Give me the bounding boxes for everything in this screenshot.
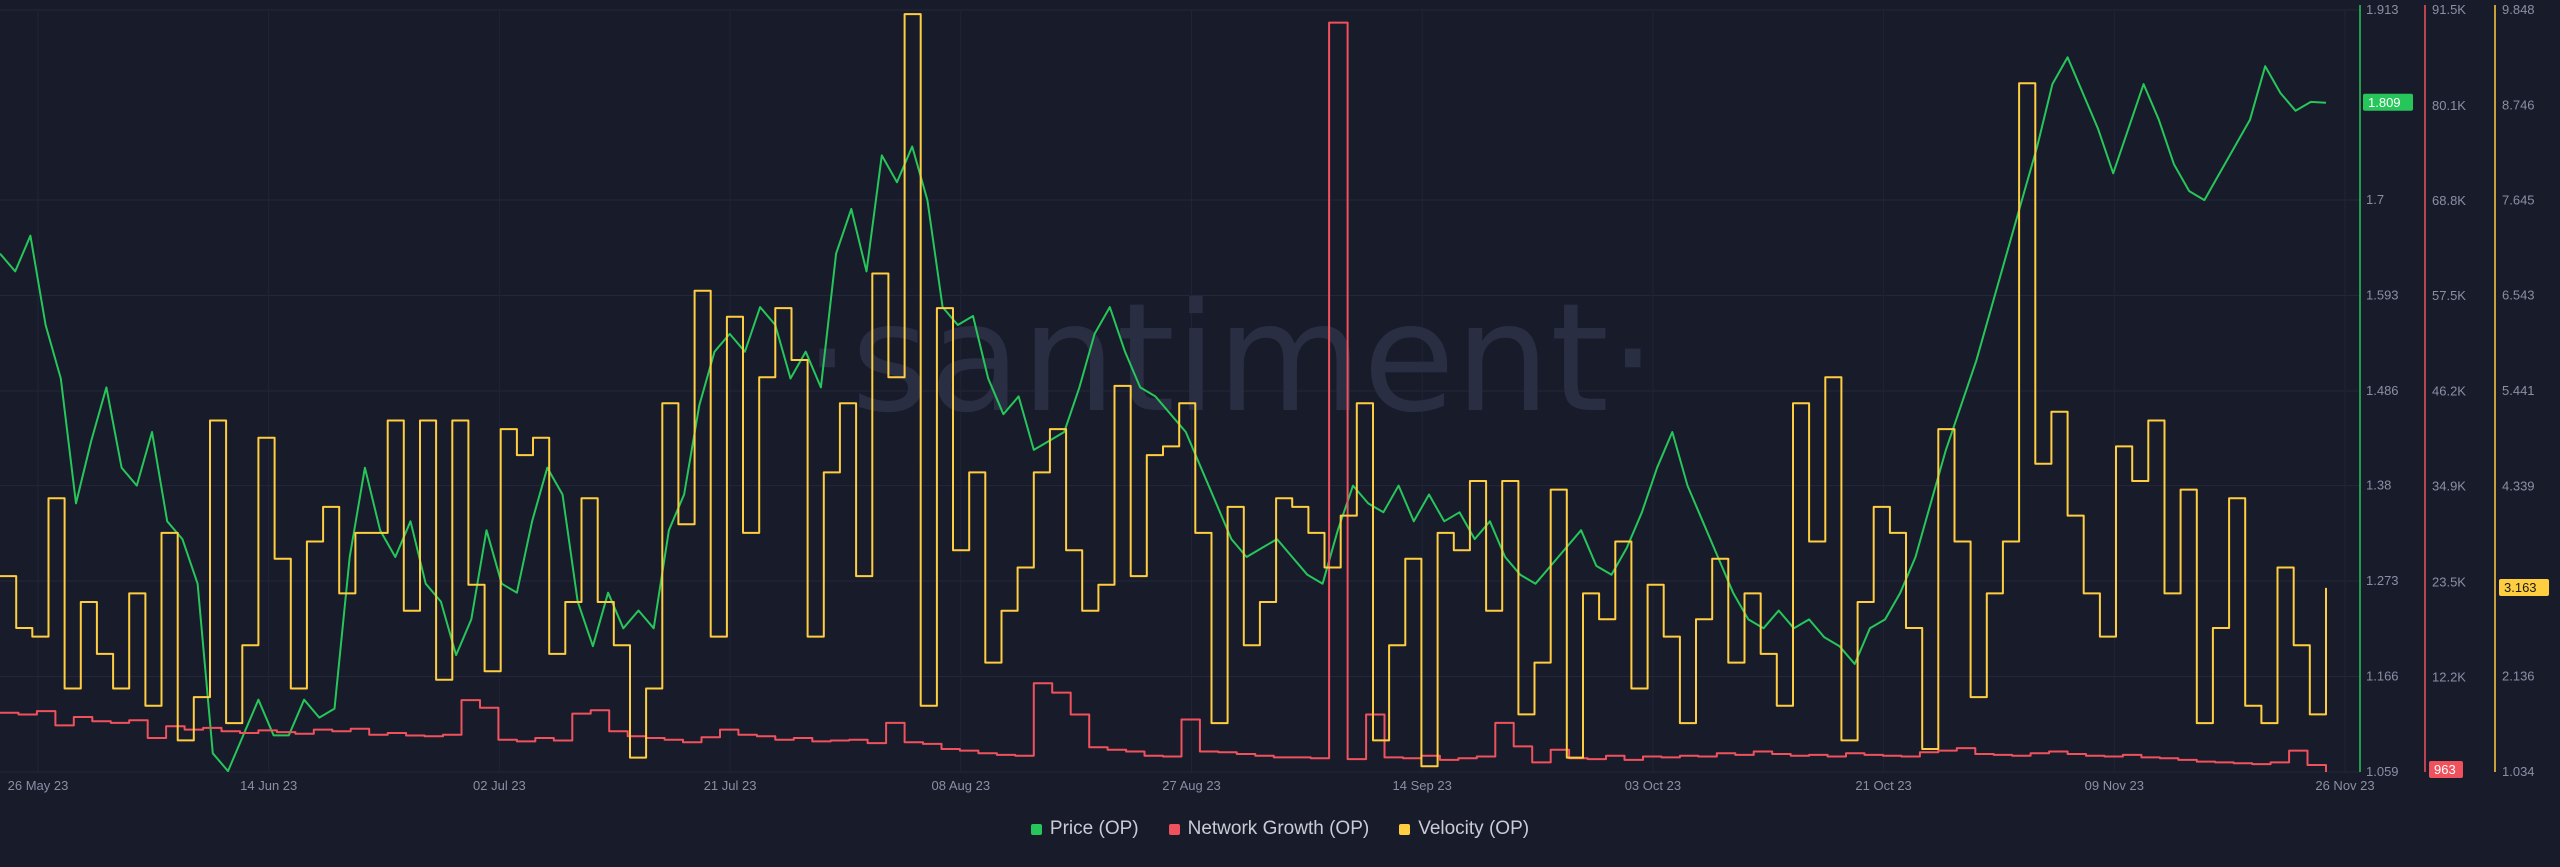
series-line-velocity-op	[0, 13, 2327, 768]
chart-series	[0, 13, 2327, 773]
y-tick-label: 1.486	[2366, 383, 2399, 398]
series-line-network-growth-op	[0, 21, 2327, 772]
x-tick-label: 09 Nov 23	[2085, 778, 2144, 793]
x-tick-label: 21 Oct 23	[1855, 778, 1911, 793]
y-tick-label: 9.848	[2502, 2, 2535, 17]
chart-gridlines	[0, 9, 2360, 773]
legend-swatch-price	[1030, 823, 1042, 835]
y-tick-label: 1.593	[2366, 288, 2399, 303]
y-tick-label: 4.339	[2502, 478, 2535, 493]
chart-axes	[2359, 5, 2496, 772]
current-value-label: 1.809	[2368, 95, 2401, 110]
y-tick-label: 6.543	[2502, 288, 2535, 303]
legend-item-network-growth[interactable]: Network Growth (OP)	[1168, 818, 1370, 840]
x-tick-label: 14 Sep 23	[1393, 778, 1452, 793]
watermark: ·santiment·	[803, 272, 1656, 446]
y-tick-label: 8.746	[2502, 97, 2535, 112]
y-tick-label: 1.059	[2366, 764, 2399, 779]
y-tick-label: 57.5K	[2432, 288, 2466, 303]
x-axis-ticks: 26 May 23 14 Jun 23 02 Jul 23 21 Jul 23 08 A…	[8, 778, 2375, 793]
y-tick-label: 23.5K	[2432, 574, 2466, 589]
y-tick-label: 1.913	[2366, 2, 2399, 17]
y-tick-label: 1.034	[2502, 764, 2535, 779]
y-tick-label: 1.166	[2366, 669, 2399, 684]
legend-item-price[interactable]: Price (OP)	[1030, 818, 1139, 840]
y-tick-label: 91.5K	[2432, 2, 2466, 17]
y-tick-label: 1.38	[2366, 478, 2391, 493]
legend-swatch-velocity	[1399, 823, 1411, 835]
x-tick-label: 14 Jun 23	[240, 778, 297, 793]
legend-label-network-growth: Network Growth (OP)	[1187, 818, 1370, 839]
y-tick-label: 1.273	[2366, 573, 2399, 588]
y-tick-label: 12.2K	[2432, 669, 2466, 684]
y-tick-label: 1.7	[2366, 192, 2384, 207]
legend-swatch-network-growth	[1168, 823, 1180, 835]
x-tick-label: 02 Jul 23	[473, 778, 526, 793]
current-value-badge	[2363, 93, 2413, 111]
current-value-badges: 1.809 963 3.163	[2363, 93, 2549, 778]
y-axis-ticks: 1.913 1.7 1.593 1.486 1.38 1.273 1.166 1.059 91.…	[2366, 2, 2535, 779]
x-tick-label: 03 Oct 23	[1625, 778, 1681, 793]
x-tick-label: 26 Nov 23	[2315, 778, 2374, 793]
legend-label-price: Price (OP)	[1049, 818, 1139, 839]
y-tick-label: 2.136	[2502, 669, 2535, 684]
legend-item-velocity[interactable]: Velocity (OP)	[1399, 818, 1529, 840]
y-tick-label: 7.645	[2502, 192, 2535, 207]
y-tick-label: 80.1K	[2432, 98, 2466, 113]
x-tick-label: 27 Aug 23	[1162, 778, 1221, 793]
current-value-label: 963	[2434, 762, 2456, 777]
legend-label-velocity: Velocity (OP)	[1418, 818, 1530, 839]
chart-legend: Price (OP) Network Growth (OP) Velocity …	[0, 818, 2560, 840]
x-tick-label: 08 Aug 23	[932, 778, 991, 793]
x-tick-label: 26 May 23	[8, 778, 69, 793]
y-tick-label: 5.441	[2502, 383, 2535, 398]
current-value-badge	[2499, 578, 2549, 596]
y-tick-label: 34.9K	[2432, 478, 2466, 493]
y-tick-label: 68.8K	[2432, 193, 2466, 208]
current-value-label: 3.163	[2504, 580, 2537, 595]
y-tick-label: 46.2K	[2432, 383, 2466, 398]
current-value-badge	[2429, 761, 2463, 778]
x-tick-label: 21 Jul 23	[704, 778, 757, 793]
